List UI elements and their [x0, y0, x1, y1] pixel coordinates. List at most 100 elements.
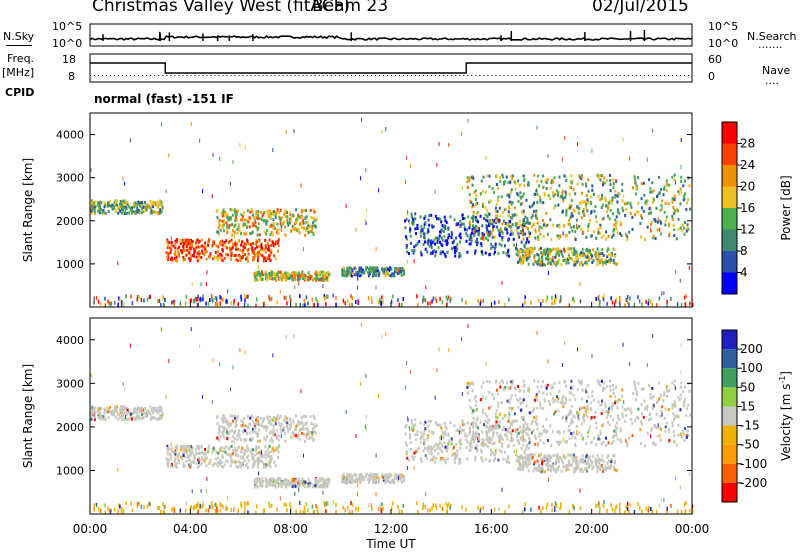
- velocity-cell: [207, 450, 210, 454]
- velocity-cell: [357, 477, 360, 481]
- power-cell: [197, 238, 200, 242]
- velocity-cell: [262, 418, 265, 422]
- power-cell: [184, 258, 187, 262]
- nave-dot: [326, 75, 328, 76]
- power-cell: [219, 156, 221, 161]
- power-cell: [587, 189, 590, 193]
- velocity-cell: [284, 415, 287, 419]
- velocity-cell: [505, 458, 508, 462]
- velocity-cell: [602, 386, 605, 390]
- power-cell: [569, 256, 572, 260]
- velocity-cell: [226, 430, 229, 434]
- power-cell: [310, 275, 313, 279]
- velocity-cell: [97, 407, 100, 411]
- velocity-cell: [494, 451, 497, 455]
- power-cell: [204, 250, 207, 254]
- power-cell: [470, 231, 473, 235]
- power-cell: [533, 173, 536, 177]
- nave-dot: [322, 75, 324, 76]
- power-cell: [377, 188, 379, 193]
- velocity-cell: [220, 446, 223, 450]
- velocity-cell: [195, 462, 198, 466]
- velocity-cell: [277, 484, 280, 488]
- velocity-cell: [401, 474, 404, 478]
- velocity-cell: [229, 455, 232, 459]
- velocity-cell: [502, 425, 505, 429]
- power-cell: [613, 227, 616, 231]
- velocity-cell: [320, 483, 323, 487]
- power-cell: [545, 224, 548, 228]
- velocity-cell: [523, 383, 526, 387]
- velocity-cell: [265, 428, 268, 432]
- nave-dot: [675, 75, 677, 76]
- velocity-cell: [534, 436, 537, 440]
- power-cell: [454, 245, 457, 249]
- power-cell: [178, 245, 181, 249]
- power-cell: [220, 296, 222, 301]
- power-cell: [303, 226, 306, 230]
- power-cell: [392, 294, 394, 299]
- power-cell: [519, 261, 522, 265]
- power-cell: [651, 200, 654, 204]
- power-cell: [629, 201, 632, 205]
- velocity-cell: [526, 443, 529, 447]
- velocity-cell: [431, 447, 434, 451]
- power-cell: [253, 223, 256, 227]
- power-cell: [409, 241, 412, 245]
- nave-dot: [218, 75, 220, 76]
- power-cell: [505, 251, 508, 255]
- power-cell: [315, 271, 318, 275]
- power-cell: [160, 303, 162, 308]
- power-cell: [610, 253, 613, 257]
- velocity-cell: [96, 409, 99, 413]
- power-cell: [516, 192, 519, 196]
- power-cell: [635, 186, 638, 190]
- power-cell: [568, 192, 571, 196]
- velocity-cell: [234, 453, 237, 457]
- velocity-cell: [525, 404, 528, 408]
- power-cell: [523, 177, 526, 181]
- power-cell: [629, 296, 631, 301]
- velocity-cell: [680, 385, 683, 389]
- velocity-cell: [207, 446, 210, 450]
- velocity-cell: [251, 427, 254, 431]
- velocity-cell: [110, 412, 113, 416]
- power-cell: [200, 255, 203, 259]
- power-cell: [410, 215, 413, 219]
- power-cell: [242, 254, 245, 258]
- velocity-cell: [228, 422, 231, 426]
- velocity-cell: [422, 449, 425, 453]
- velocity-cell: [608, 379, 611, 383]
- power-cell: [179, 301, 182, 306]
- power-cell: [674, 180, 676, 185]
- power-cell: [558, 253, 561, 257]
- velocity-cell: [273, 416, 276, 420]
- power-cell: [558, 225, 561, 229]
- power-cell: [663, 185, 666, 189]
- power-cell: [532, 262, 535, 266]
- nave-dot: [527, 75, 529, 76]
- power-cell: [498, 300, 500, 305]
- power-cell: [600, 196, 603, 200]
- velocity-cell: [436, 423, 439, 427]
- power-cell: [615, 220, 618, 224]
- power-cell: [455, 249, 458, 253]
- velocity-cell: [476, 407, 479, 411]
- velocity-cell: [477, 434, 480, 438]
- power-cell: [585, 184, 588, 188]
- nave-dot: [655, 75, 657, 76]
- power-cell: [315, 278, 318, 282]
- power-cell: [508, 195, 511, 199]
- velocity-cell: [672, 411, 675, 415]
- velocity-cell: [427, 448, 430, 452]
- power-cell: [100, 201, 103, 205]
- velocity-cell: [217, 451, 220, 455]
- power-cell: [122, 199, 125, 203]
- power-cell: [264, 244, 267, 248]
- velocity-cell: [612, 391, 615, 395]
- velocity-cell: [188, 453, 191, 457]
- power-cell: [597, 258, 600, 262]
- nave-dot: [374, 75, 376, 76]
- velocity-cell: [131, 412, 134, 416]
- velocity-cell: [183, 448, 186, 452]
